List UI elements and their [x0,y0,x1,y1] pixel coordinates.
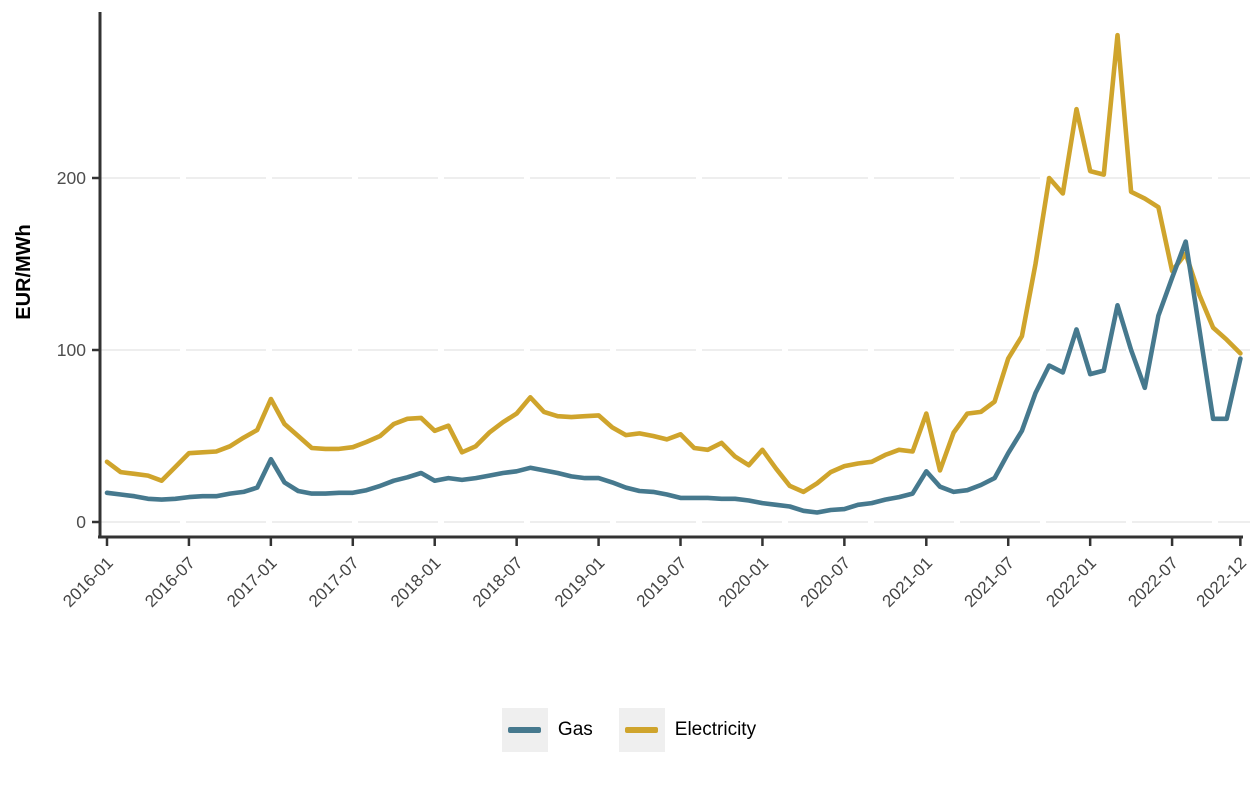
gridlines [100,177,1250,523]
y-tick-label: 100 [57,340,86,360]
x-tick-label: 2017-01 [223,553,281,611]
x-tick-label: 2018-07 [469,553,527,611]
legend-swatch-electricity [625,727,659,733]
legend-item-electricity[interactable]: Electricity [618,708,757,752]
axes [98,12,1243,539]
legend-swatch-gas [508,727,542,733]
gas-line [104,239,1243,515]
x-tick-label: 2022-01 [1042,553,1100,611]
legend-key-electricity [618,708,665,752]
x-tick-label: 2018-01 [387,553,445,611]
x-tick-label: 2019-07 [633,553,691,611]
legend-key-gas [501,708,548,752]
x-tick-label: 2020-07 [797,553,855,611]
series-lines [104,32,1243,515]
legend-item-gas[interactable]: Gas [501,708,593,752]
legend-label-electricity: Electricity [674,719,757,740]
y-axis-title: EUR/MWh [13,224,35,320]
x-tick-label: 2019-01 [551,553,609,611]
x-tick-label: 2016-01 [59,553,117,611]
y-axis-ticks: 0 100 200 [57,168,100,532]
legend: Gas Electricity [0,708,1258,752]
x-tick-label: 2021-07 [961,553,1019,611]
x-tick-label: 2020-01 [715,553,773,611]
y-tick-label: 0 [76,512,86,532]
electricity-line [104,32,1243,495]
x-axis-ticks: 2016-01 2016-07 2017-01 2017-07 2018-01 2018-… [59,537,1250,611]
y-tick-label: 200 [57,168,86,188]
x-tick-label: 2022-12 [1193,553,1251,611]
x-tick-label: 2017-07 [305,553,363,611]
legend-label-gas: Gas [557,719,593,740]
x-tick-label: 2021-01 [879,553,937,611]
x-tick-label: 2016-07 [141,553,199,611]
x-tick-label: 2022-07 [1124,553,1182,611]
